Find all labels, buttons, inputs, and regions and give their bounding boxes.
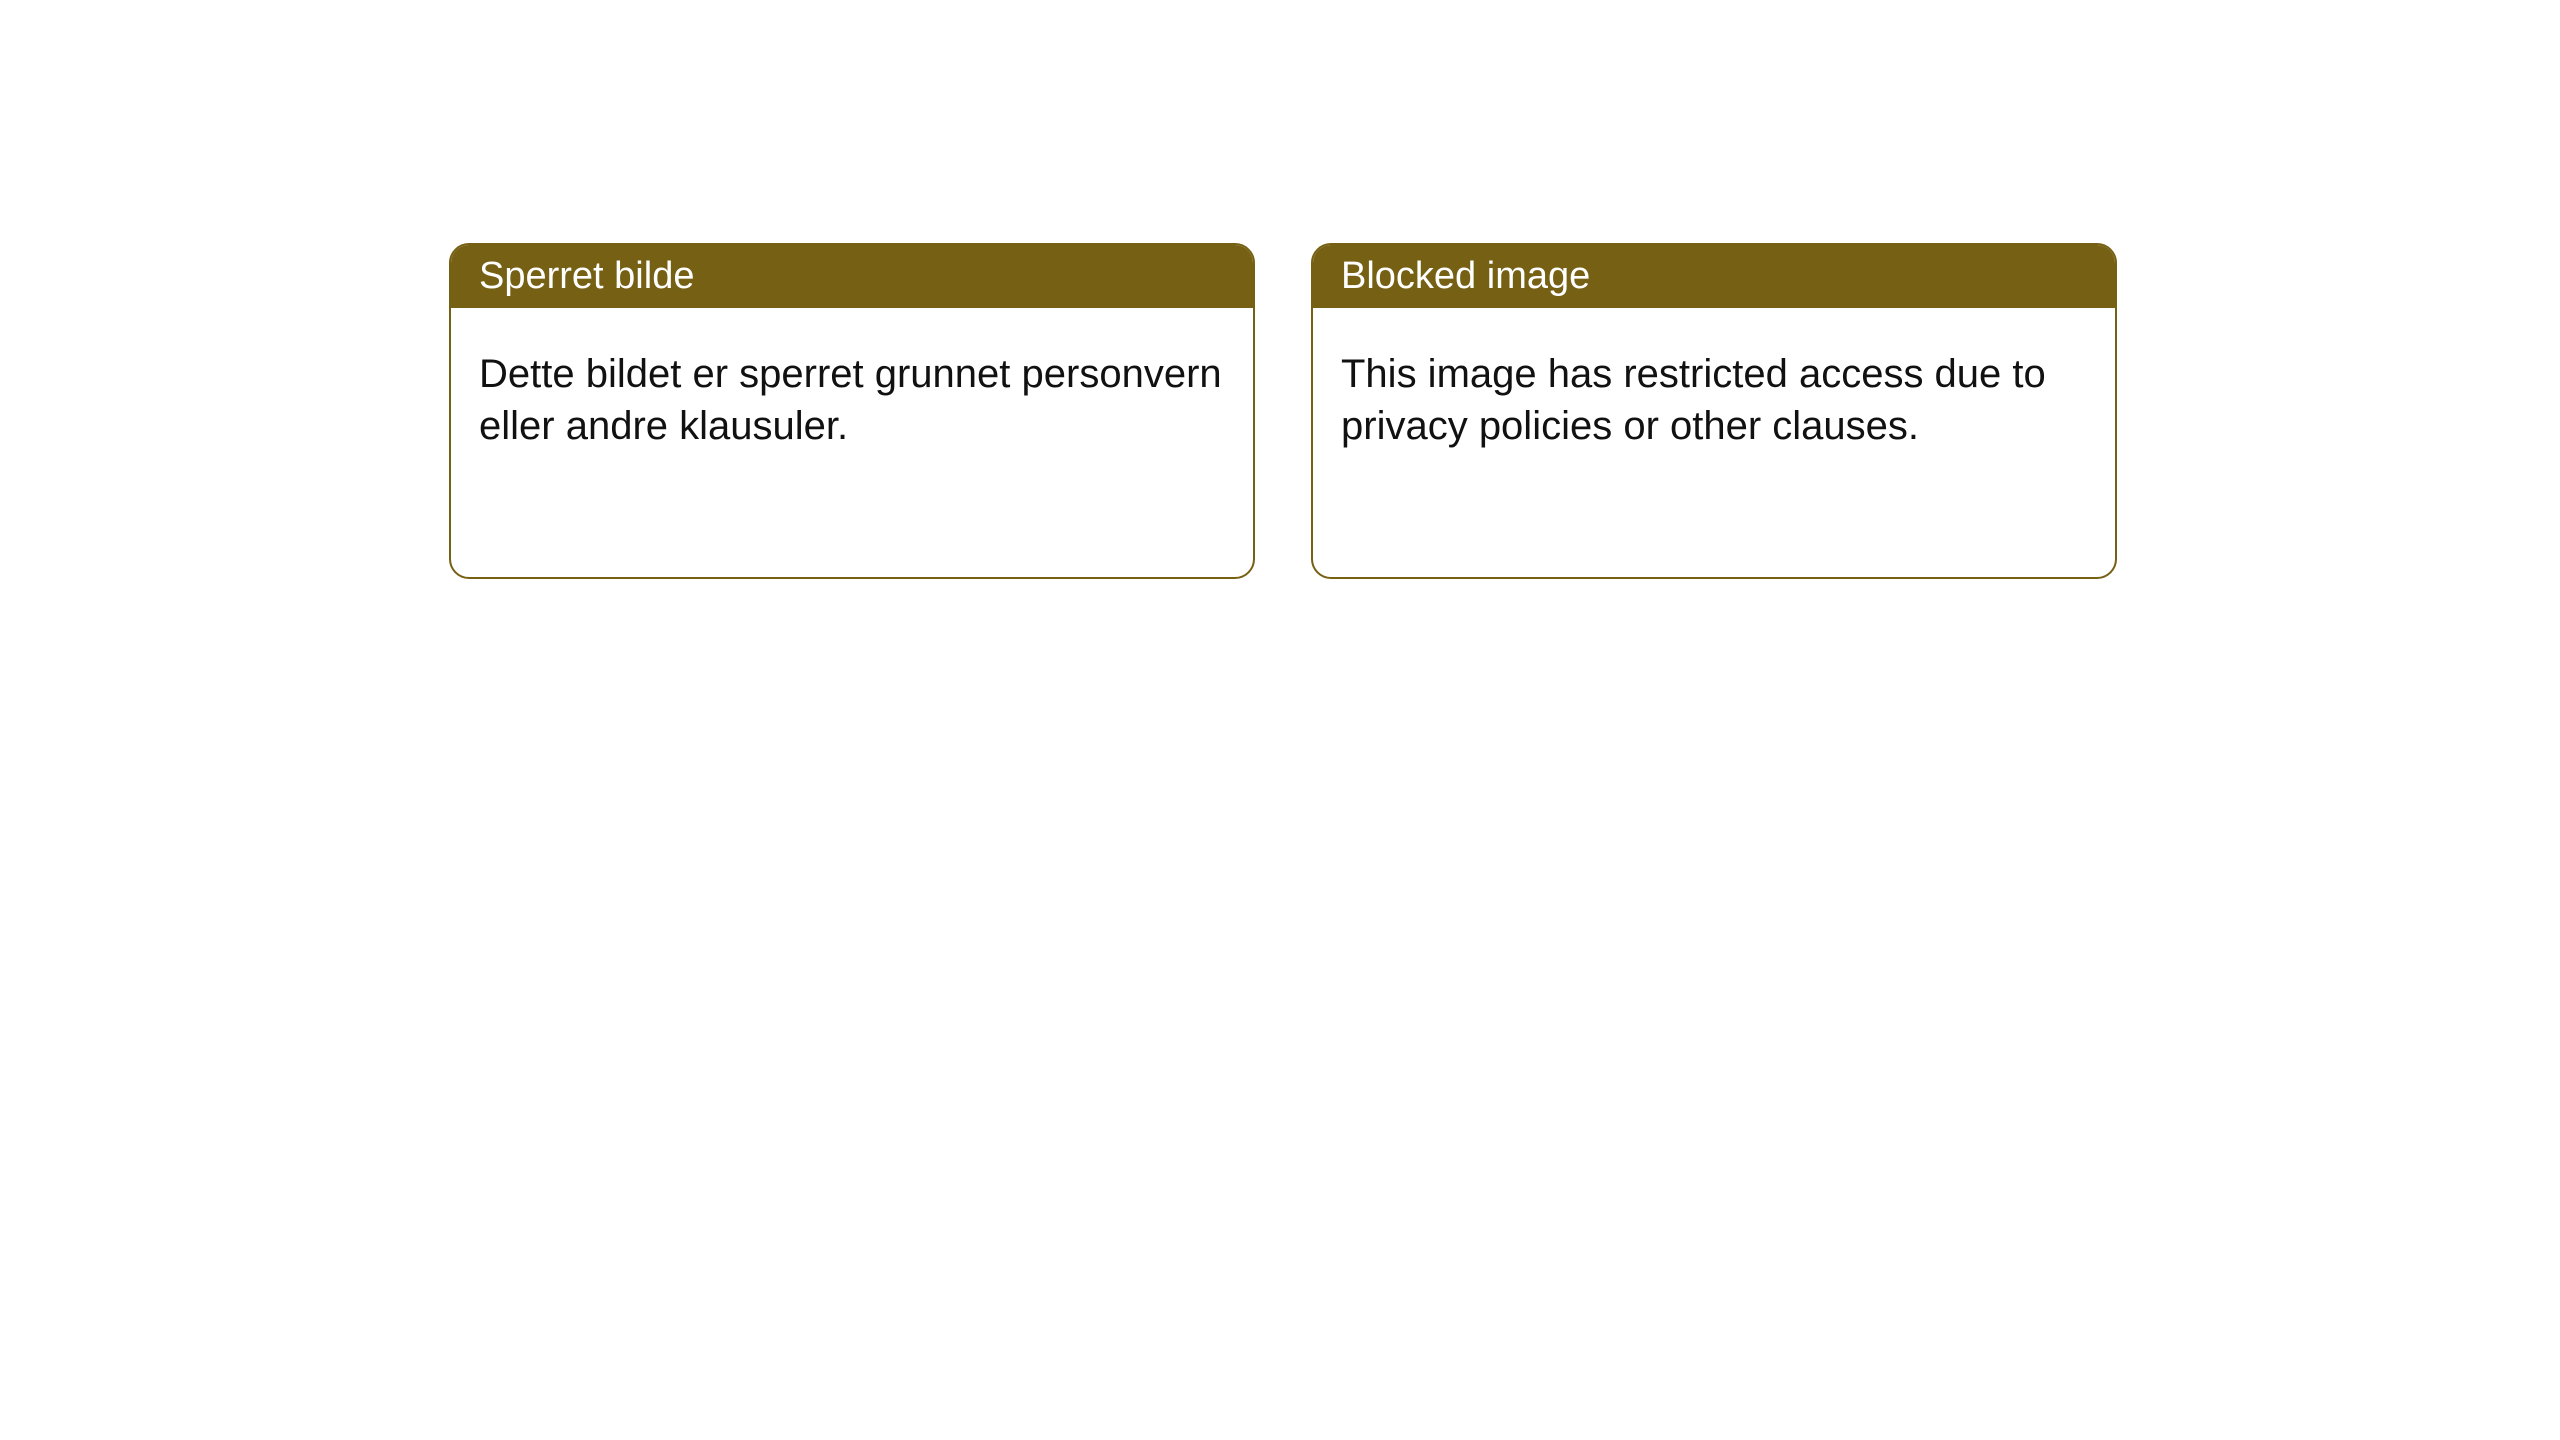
card-message: This image has restricted access due to … — [1341, 352, 2046, 448]
card-body: Dette bildet er sperret grunnet personve… — [451, 308, 1253, 492]
notice-cards-container: Sperret bilde Dette bildet er sperret gr… — [0, 0, 2560, 579]
card-title: Sperret bilde — [479, 255, 694, 297]
card-title: Blocked image — [1341, 255, 1590, 297]
card-header: Blocked image — [1313, 245, 2115, 308]
card-message: Dette bildet er sperret grunnet personve… — [479, 352, 1222, 448]
notice-card-english: Blocked image This image has restricted … — [1311, 243, 2117, 579]
card-header: Sperret bilde — [451, 245, 1253, 308]
notice-card-norwegian: Sperret bilde Dette bildet er sperret gr… — [449, 243, 1255, 579]
card-body: This image has restricted access due to … — [1313, 308, 2115, 492]
